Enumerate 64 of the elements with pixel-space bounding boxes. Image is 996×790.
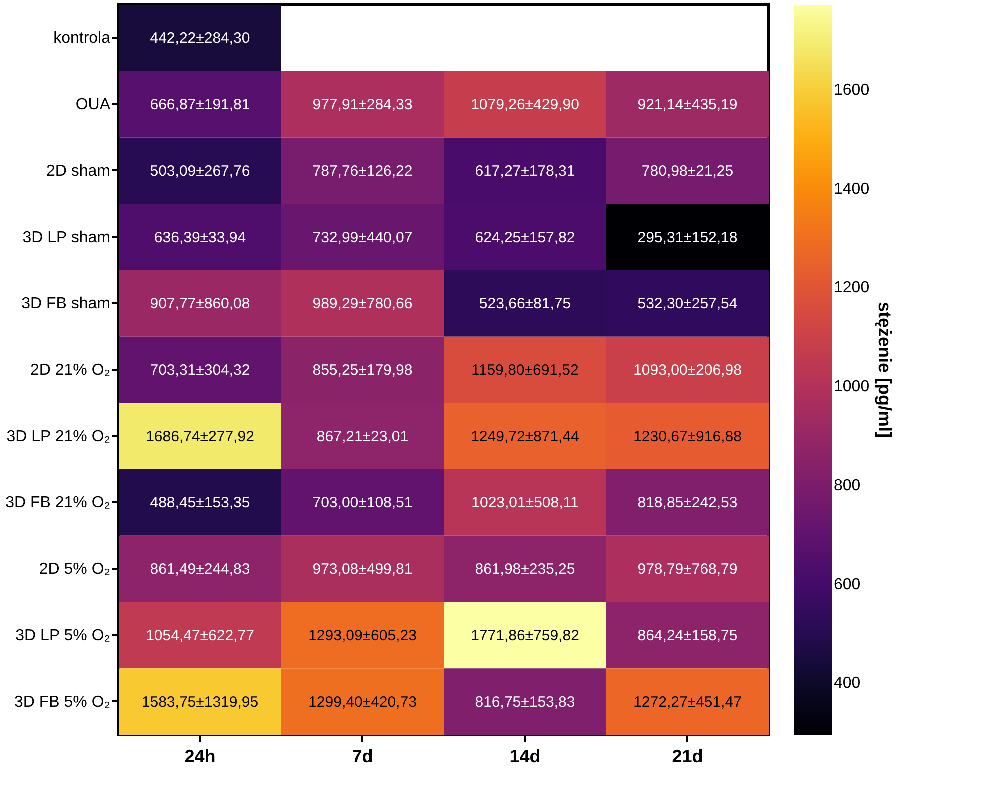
x-tick-label: 14d xyxy=(510,746,541,766)
data-label: 1249,72±871,44 xyxy=(471,428,580,446)
data-label: 532,30±257,54 xyxy=(638,296,738,313)
color-bar-label: 1000 xyxy=(834,378,870,396)
y-tick-label: 3D FB 5% O₂ xyxy=(14,694,110,711)
y-tick-label: 3D FB 21% O₂ xyxy=(6,494,110,512)
data-label: 816,75±153,83 xyxy=(475,694,576,711)
color-bar-title: stężenie [pg/ml] xyxy=(875,302,895,438)
data-label: 861,49±244,83 xyxy=(150,561,250,578)
data-label: 732,99±440,07 xyxy=(312,229,413,246)
data-label: 1272,27±451,47 xyxy=(634,694,742,711)
data-label: 1054,47±622,77 xyxy=(146,627,254,644)
data-label: 780,98±21,25 xyxy=(642,162,734,180)
data-label: 1159,80±691,52 xyxy=(472,362,579,379)
data-label: 973,08±499,81 xyxy=(312,561,413,578)
data-label: 666,87±191,81 xyxy=(150,96,250,114)
x-tick-label: 7d xyxy=(352,746,374,766)
data-label: 503,09±267,76 xyxy=(150,162,250,180)
color-bar-label: 1400 xyxy=(834,180,870,198)
x-tick-label: 24h xyxy=(184,746,216,766)
data-label: 867,21±23,01 xyxy=(316,428,409,446)
color-bar-label: 800 xyxy=(834,477,861,494)
data-label: 523,66±81,75 xyxy=(479,296,572,313)
x-tick-label: 21d xyxy=(672,746,704,766)
y-tick-label: 2D 21% O₂ xyxy=(30,362,110,379)
y-tick-label: OUA xyxy=(76,96,111,114)
data-label: 703,00±108,51 xyxy=(312,494,413,512)
data-label: 978,79±768,79 xyxy=(638,561,738,578)
data-label: 295,31±152,18 xyxy=(638,229,738,246)
data-label: 1293,09±605,23 xyxy=(308,627,417,644)
color-bar-label: 400 xyxy=(834,675,861,692)
data-label: 818,85±242,53 xyxy=(638,494,738,512)
data-label: 1093,00±206,98 xyxy=(634,362,742,379)
data-label: 1079,26±429,90 xyxy=(471,96,580,114)
data-label: 636,39±33,94 xyxy=(154,229,246,246)
data-label: 624,25±157,82 xyxy=(475,229,576,246)
data-label: 787,76±126,22 xyxy=(312,162,413,180)
data-label: 442,22±284,30 xyxy=(150,30,250,48)
y-tick-label: kontrola xyxy=(54,30,111,48)
data-label: 1023,01±508,11 xyxy=(472,494,579,512)
y-tick-label: 3D LP sham xyxy=(22,229,110,246)
data-label: 1686,74±277,92 xyxy=(146,428,254,446)
y-tick-label: 3D FB sham xyxy=(22,296,110,313)
data-label: 855,25±179,98 xyxy=(312,362,413,379)
y-tick-label: 3D LP 21% O₂ xyxy=(6,428,110,446)
data-label: 921,14±435,19 xyxy=(638,96,738,114)
data-label: 1299,40±420,73 xyxy=(308,694,417,711)
data-label: 1771,86±759,82 xyxy=(471,627,580,644)
data-label: 907,77±860,08 xyxy=(150,296,250,313)
data-label: 617,27±178,31 xyxy=(475,162,576,180)
data-label: 977,91±284,33 xyxy=(312,96,413,114)
color-bar-label: 1200 xyxy=(834,280,870,297)
data-label: 488,45±153,35 xyxy=(150,494,250,512)
data-label: 989,29±780,66 xyxy=(312,296,413,313)
y-tick-label: 3D LP 5% O₂ xyxy=(16,627,110,644)
data-label: 861,98±235,25 xyxy=(475,561,576,578)
data-label: 1583,75±1319,95 xyxy=(142,694,259,711)
data-label: 864,24±158,75 xyxy=(638,627,738,644)
color-bar-label: 1600 xyxy=(834,82,870,99)
data-label: 703,31±304,32 xyxy=(150,362,250,379)
color-bar-label: 600 xyxy=(834,576,861,594)
y-tick-label: 2D 5% O₂ xyxy=(39,561,110,578)
data-label: 1230,67±916,88 xyxy=(634,428,742,446)
y-tick-label: 2D sham xyxy=(46,162,110,180)
